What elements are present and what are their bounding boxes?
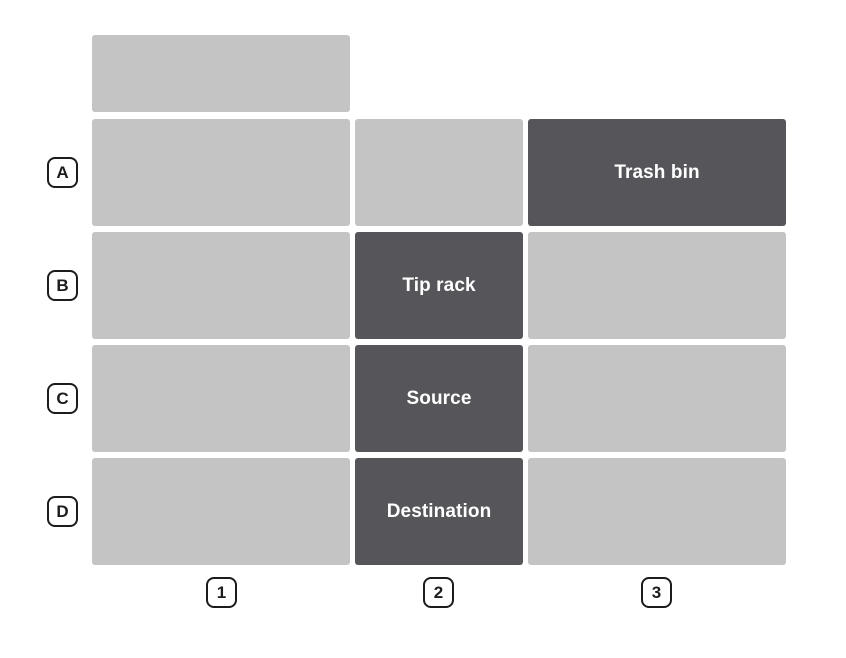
deck-slot-a3[interactable]: Trash bin: [528, 119, 786, 226]
deck-slot-c3[interactable]: [528, 345, 786, 452]
column-badge-1: 1: [206, 577, 237, 608]
deck-slot-d1[interactable]: [92, 458, 350, 565]
deck-slot-c2[interactable]: Source: [355, 345, 523, 452]
deck-slot-c1[interactable]: [92, 345, 350, 452]
row-badge-a: A: [47, 157, 78, 188]
deck-slot-b2[interactable]: Tip rack: [355, 232, 523, 339]
slot-label-trash-bin: Trash bin: [614, 161, 700, 183]
deck-slot-top-extension: [92, 35, 350, 112]
deck-slot-a2[interactable]: [355, 119, 523, 226]
deck-slot-b3[interactable]: [528, 232, 786, 339]
row-badge-d: D: [47, 496, 78, 527]
slot-label-tip-rack: Tip rack: [402, 274, 476, 296]
row-badge-c: C: [47, 383, 78, 414]
column-badge-2: 2: [423, 577, 454, 608]
deck-slot-a1[interactable]: [92, 119, 350, 226]
deck-slot-d2[interactable]: Destination: [355, 458, 523, 565]
slot-label-source: Source: [406, 387, 472, 409]
column-badge-3: 3: [641, 577, 672, 608]
deck-slot-d3[interactable]: [528, 458, 786, 565]
slot-label-destination: Destination: [386, 500, 492, 522]
deck-slot-b1[interactable]: [92, 232, 350, 339]
row-badge-b: B: [47, 270, 78, 301]
